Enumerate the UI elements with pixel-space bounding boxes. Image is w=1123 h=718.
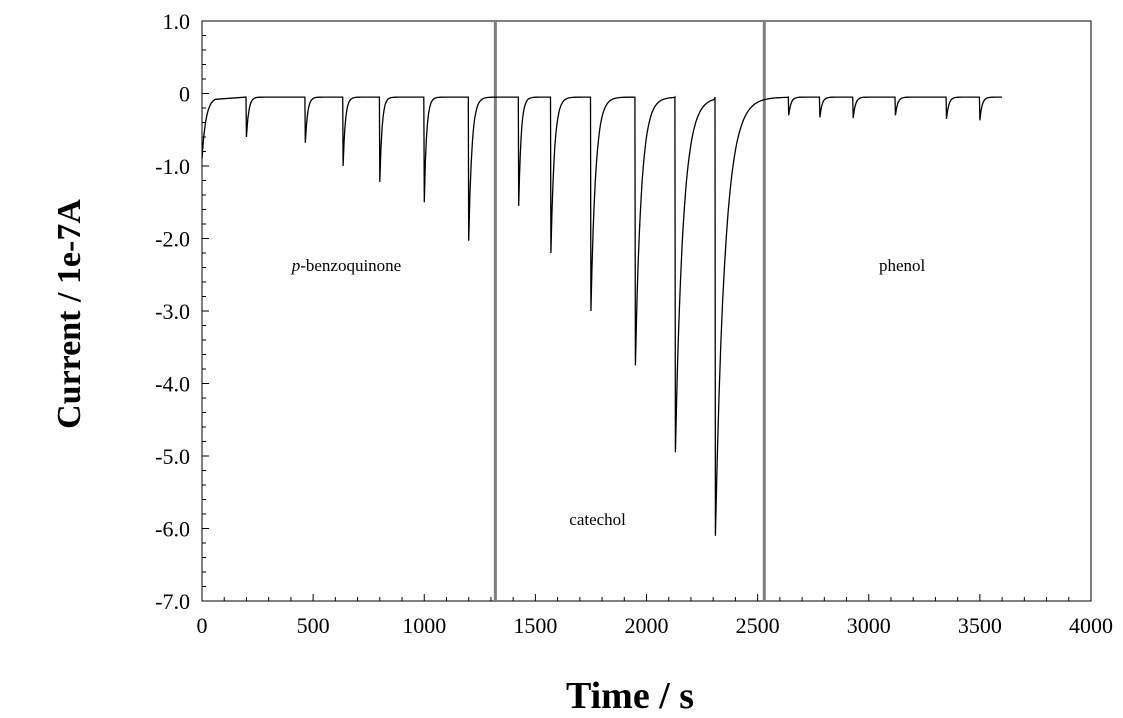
current-trace	[201, 95, 1003, 536]
x-tick-label: 2000	[625, 613, 669, 638]
x-tick-label: 0	[197, 613, 208, 638]
x-tick-label: 2500	[736, 613, 780, 638]
plot-frame	[201, 20, 1092, 602]
minor-ticks	[202, 35, 1070, 601]
region-label-text: phenol	[879, 256, 926, 275]
x-tick-label: 3000	[847, 613, 891, 638]
region-label-text: -benzoquinone	[300, 256, 401, 275]
region-label-0: p-benzoquinone	[291, 256, 402, 275]
region-label-1: catechol	[569, 510, 626, 529]
region-label-text: catechol	[569, 510, 626, 529]
y-tick-labels: 1.0 0 -1.0 -2.0 -3.0 -4.0 -5.0 -6.0 -7.0	[155, 9, 190, 614]
x-tick-label: 1000	[402, 613, 446, 638]
y-tick-label: -2.0	[155, 227, 190, 252]
x-tick-labels: 0 500 1000 1500 2000 2500 3000 3500 4000	[197, 613, 1114, 638]
x-tick-label: 1500	[513, 613, 557, 638]
x-tick-label: 4000	[1069, 613, 1113, 638]
y-tick-label: -1.0	[155, 154, 190, 179]
major-ticks	[201, 20, 1092, 602]
y-axis-title: Current / 1e-7A	[51, 199, 88, 429]
y-tick-label: -6.0	[155, 517, 190, 542]
region-labels: p-benzoquinone catechol phenol	[291, 256, 926, 529]
y-tick-label: 0	[179, 82, 190, 107]
y-tick-label: -4.0	[155, 372, 190, 397]
region-label-italic-part: p	[291, 256, 301, 275]
x-tick-label: 500	[297, 613, 330, 638]
y-tick-label: -5.0	[155, 444, 190, 469]
region-label-2: phenol	[879, 256, 926, 275]
y-tick-label: 1.0	[163, 9, 191, 34]
y-tick-label: -7.0	[155, 589, 190, 614]
x-tick-label: 3500	[958, 613, 1002, 638]
y-tick-label: -3.0	[155, 299, 190, 324]
region-dividers	[493, 21, 766, 601]
x-axis-title: Time / s	[566, 675, 694, 717]
